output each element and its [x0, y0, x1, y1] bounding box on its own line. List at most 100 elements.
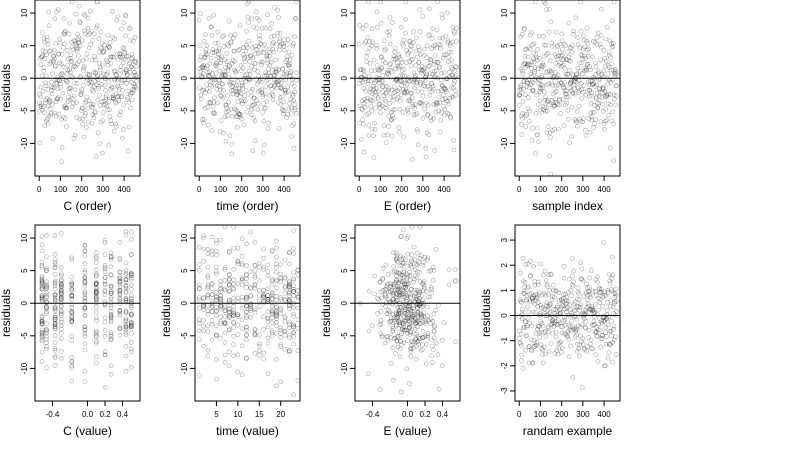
data-point — [609, 288, 615, 294]
data-point — [44, 336, 49, 342]
data-point — [364, 59, 370, 65]
data-point — [407, 277, 413, 283]
data-point — [129, 287, 134, 292]
data-point — [266, 70, 271, 76]
data-point — [235, 322, 241, 328]
data-point — [395, 270, 401, 276]
data-point — [123, 299, 129, 305]
x-tick-label: 300 — [576, 185, 590, 194]
data-point — [295, 317, 301, 323]
data-point — [365, 81, 371, 87]
data-point — [444, 98, 449, 104]
data-point — [531, 41, 537, 47]
data-point — [98, 67, 103, 72]
data-point — [242, 59, 248, 65]
data-point — [94, 255, 99, 261]
data-point — [606, 65, 612, 70]
data-point — [604, 308, 610, 313]
data-point — [547, 6, 552, 12]
data-point — [415, 338, 421, 344]
data-point — [230, 91, 236, 97]
data-point — [73, 64, 78, 70]
data-point — [96, 86, 101, 91]
data-point — [227, 272, 232, 278]
data-point — [101, 49, 107, 55]
data-point — [123, 324, 129, 330]
data-point — [71, 136, 77, 141]
data-point — [383, 304, 388, 309]
data-point — [256, 352, 262, 358]
data-point — [251, 24, 256, 30]
data-point — [589, 81, 595, 87]
data-point — [82, 248, 88, 254]
data-point — [417, 100, 422, 105]
data-point — [69, 316, 75, 322]
data-point — [265, 269, 271, 274]
data-point — [123, 268, 129, 273]
data-point — [448, 50, 454, 55]
data-point — [409, 43, 415, 49]
data-point — [197, 245, 202, 250]
y-tick-label: -10 — [340, 137, 349, 149]
data-point — [425, 317, 431, 323]
data-point — [209, 281, 215, 286]
data-point — [534, 343, 539, 348]
data-point — [286, 296, 292, 302]
data-point — [387, 319, 392, 325]
data-point — [560, 82, 566, 88]
data-point — [49, 102, 55, 107]
data-point — [431, 311, 437, 317]
data-point — [391, 98, 396, 103]
data-point — [561, 56, 567, 62]
data-point — [560, 324, 565, 329]
data-point — [407, 322, 413, 328]
data-point — [564, 94, 570, 100]
data-point — [531, 337, 537, 343]
data-point — [286, 283, 292, 289]
data-point — [538, 342, 544, 348]
data-point — [569, 134, 575, 140]
data-point — [395, 95, 401, 100]
data-point — [552, 89, 558, 95]
data-point — [44, 340, 49, 346]
data-point — [601, 318, 607, 324]
data-point — [99, 46, 104, 51]
data-point — [129, 312, 134, 317]
data-point — [601, 292, 607, 298]
y-tick-label: 5 — [500, 43, 509, 48]
data-point — [429, 81, 435, 86]
data-point — [69, 293, 75, 299]
data-point — [400, 291, 406, 297]
data-point — [423, 146, 429, 151]
data-point — [575, 85, 581, 90]
data-point — [579, 53, 585, 58]
data-point — [53, 40, 59, 46]
y-tick-label: 0 — [340, 300, 349, 305]
data-point — [596, 69, 601, 74]
data-point — [82, 242, 88, 248]
data-point — [94, 304, 99, 310]
data-point — [47, 98, 53, 104]
data-point — [97, 60, 102, 66]
data-point — [236, 47, 241, 53]
data-point — [537, 98, 543, 103]
data-point — [248, 303, 253, 309]
data-point — [52, 322, 58, 328]
data-point — [290, 41, 296, 47]
data-point — [256, 304, 262, 309]
data-point — [82, 28, 87, 34]
data-point — [585, 292, 591, 298]
data-point — [420, 335, 425, 341]
data-point — [571, 279, 577, 285]
data-point — [557, 310, 563, 316]
data-point — [413, 315, 418, 321]
data-point — [94, 280, 99, 286]
data-point — [385, 68, 391, 73]
data-point — [405, 303, 411, 309]
data-point — [227, 133, 233, 139]
data-point — [547, 288, 552, 293]
data-point — [115, 14, 121, 19]
data-point — [388, 283, 394, 289]
